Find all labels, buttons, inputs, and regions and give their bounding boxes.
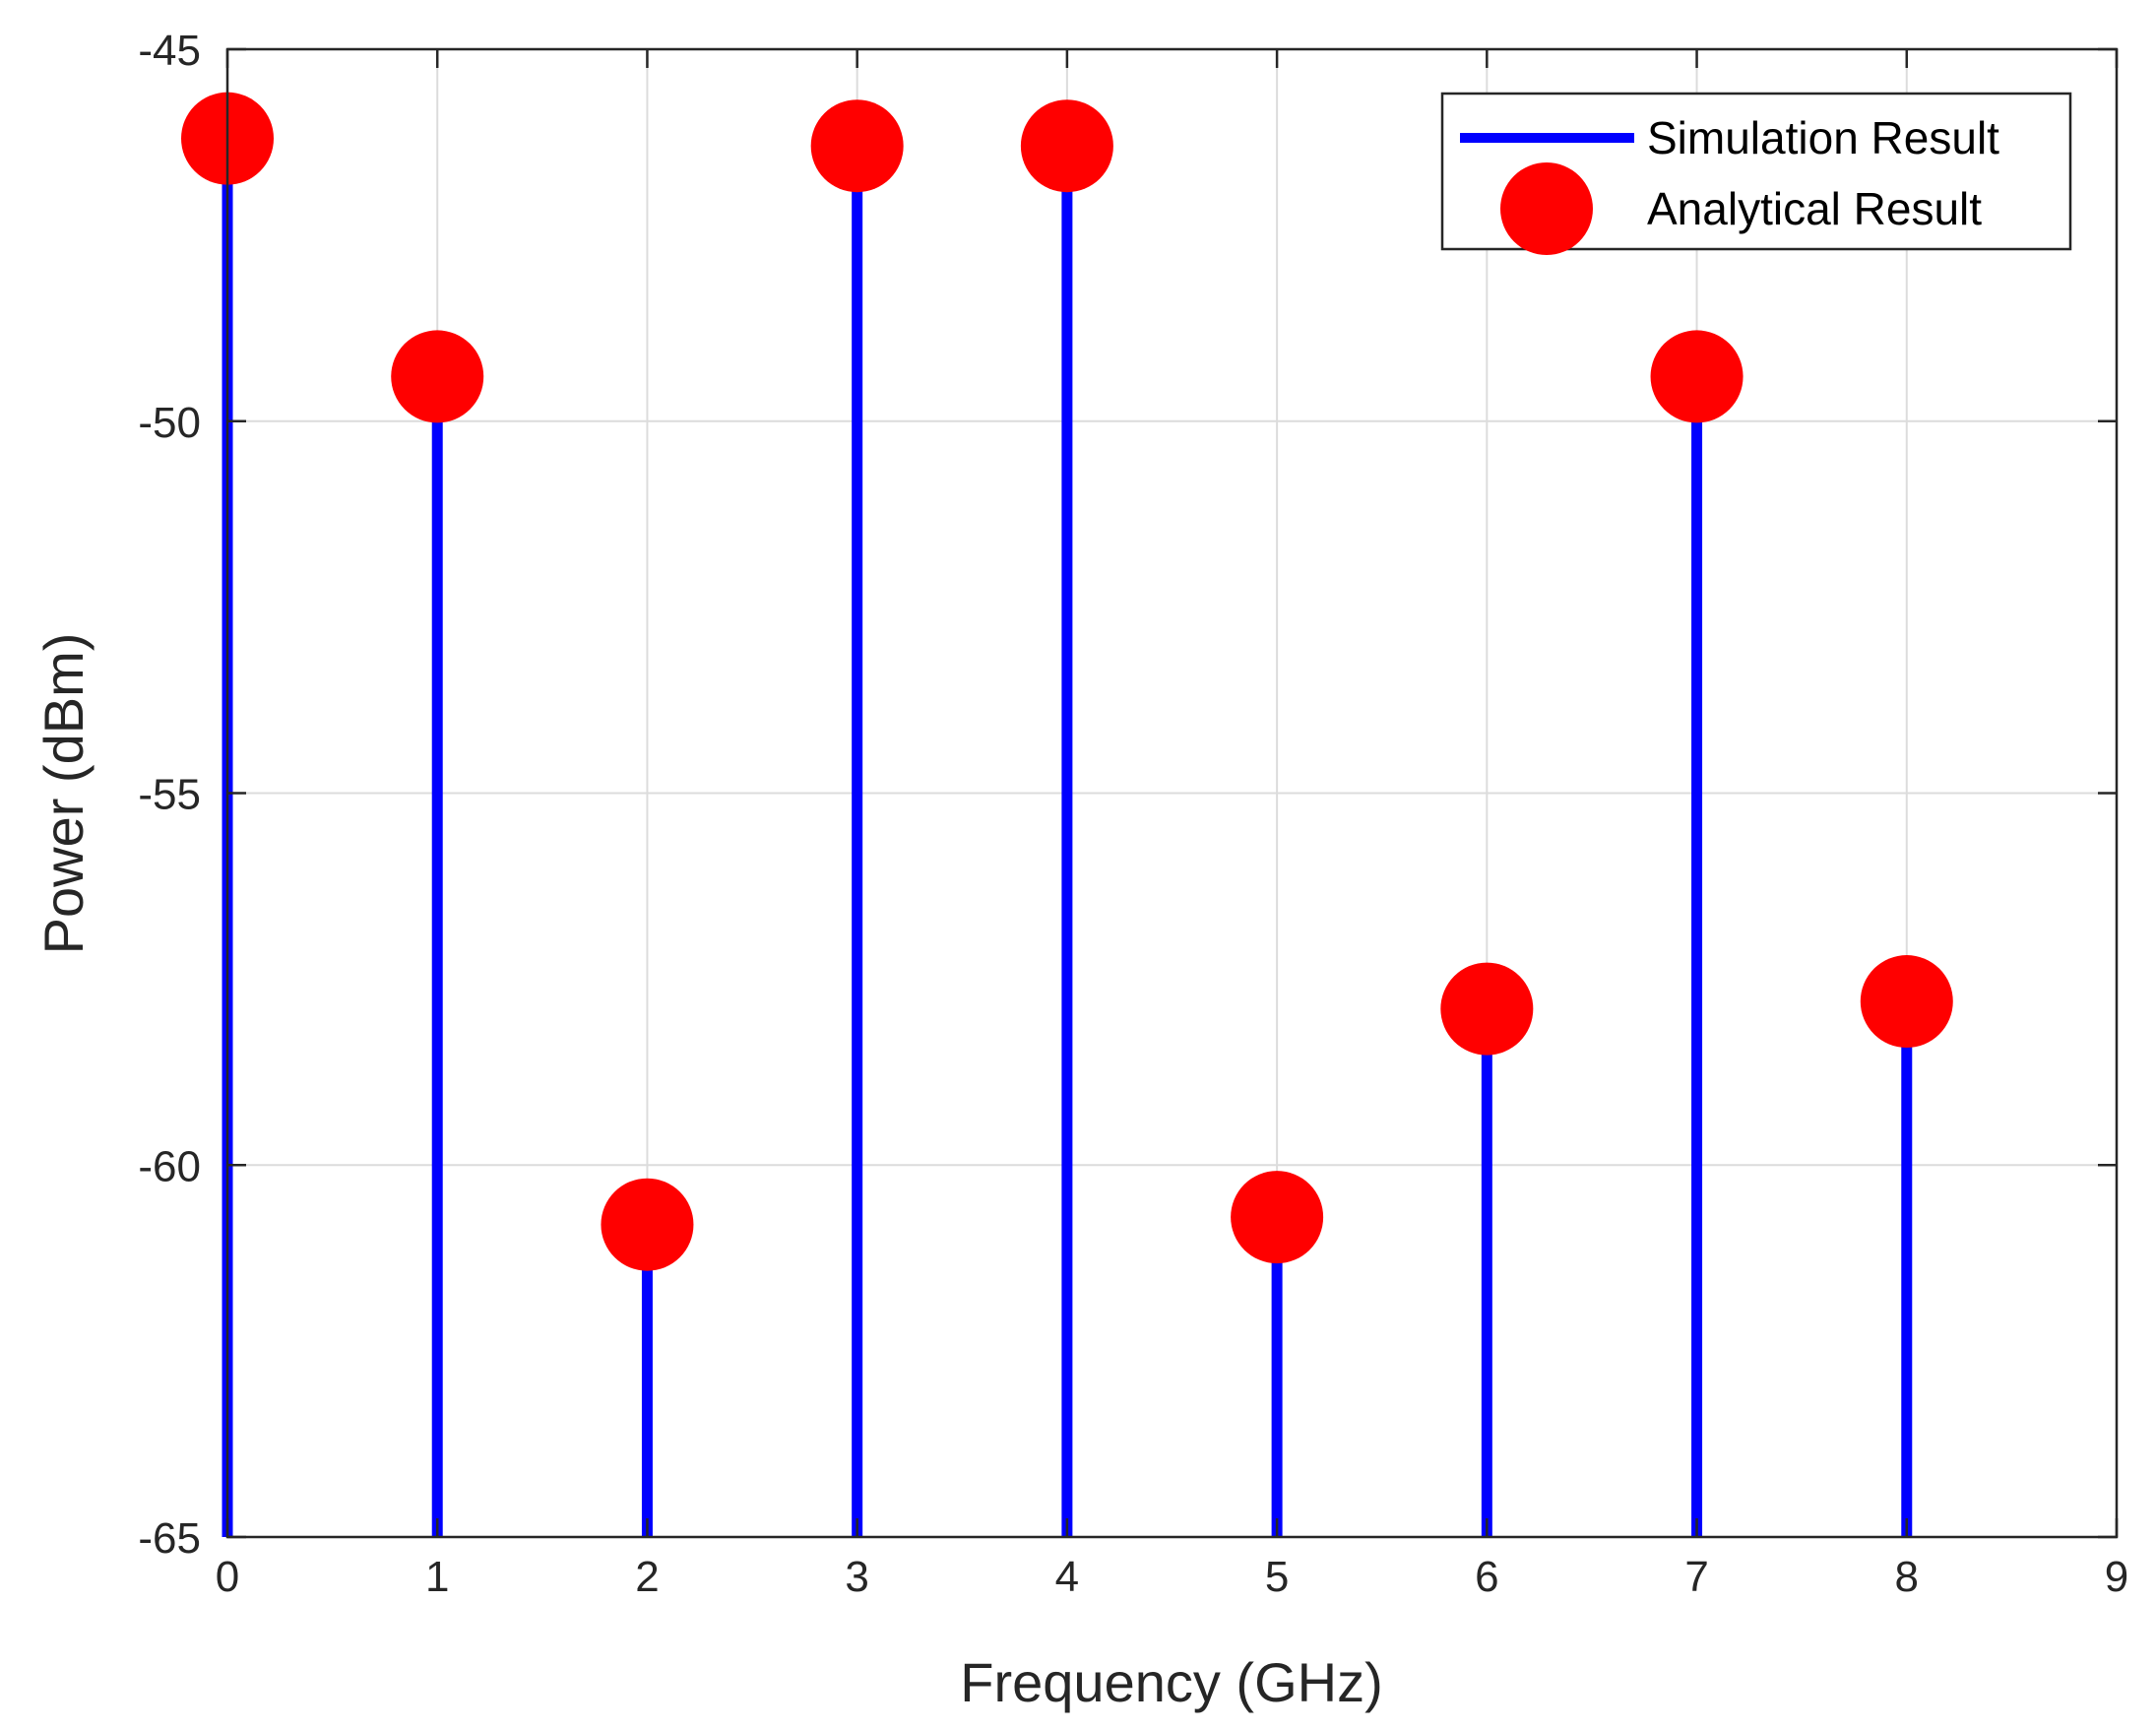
y-tick-label: -65 (138, 1514, 201, 1563)
x-tick-label: 7 (1684, 1553, 1708, 1601)
x-tick-label: 0 (216, 1553, 239, 1601)
x-tick-label: 5 (1265, 1553, 1289, 1601)
x-tick-label: 8 (1895, 1553, 1919, 1601)
ticks (225, 47, 2119, 1539)
x-tick-labels: 0 1 2 3 4 5 6 7 8 9 (216, 1553, 2128, 1601)
y-tick-label: -55 (138, 771, 201, 819)
analytical-marker (810, 99, 904, 193)
analytical-marker (1231, 1171, 1324, 1264)
analytical-marker (1860, 955, 1953, 1049)
x-tick-label: 4 (1055, 1553, 1079, 1601)
x-tick-label: 3 (845, 1553, 868, 1601)
analytical-marker (391, 330, 484, 423)
x-tick-label: 6 (1475, 1553, 1498, 1601)
y-tick-label: -60 (138, 1142, 201, 1190)
y-tick-label: -45 (138, 27, 201, 75)
analytical-marker (1650, 330, 1744, 423)
x-tick-label: 9 (2105, 1553, 2128, 1601)
legend: Simulation Result Analytical Result (1440, 92, 2072, 255)
analytical-marker (1440, 962, 1534, 1056)
legend-analytical-label: Analytical Result (1647, 183, 1982, 234)
legend-analytical-swatch (1500, 162, 1593, 255)
y-axis-title: Power (dBm) (32, 633, 95, 955)
legend-simulation-label: Simulation Result (1647, 112, 1999, 163)
y-tick-labels: -65 -60 -55 -50 -45 (138, 27, 201, 1563)
x-axis-title: Frequency (GHz) (960, 1651, 1382, 1713)
y-tick-label: -50 (138, 399, 201, 447)
analytical-marker (1020, 99, 1113, 193)
analytical-marker (601, 1178, 694, 1271)
x-tick-label: 1 (425, 1553, 449, 1601)
x-tick-label: 2 (635, 1553, 659, 1601)
